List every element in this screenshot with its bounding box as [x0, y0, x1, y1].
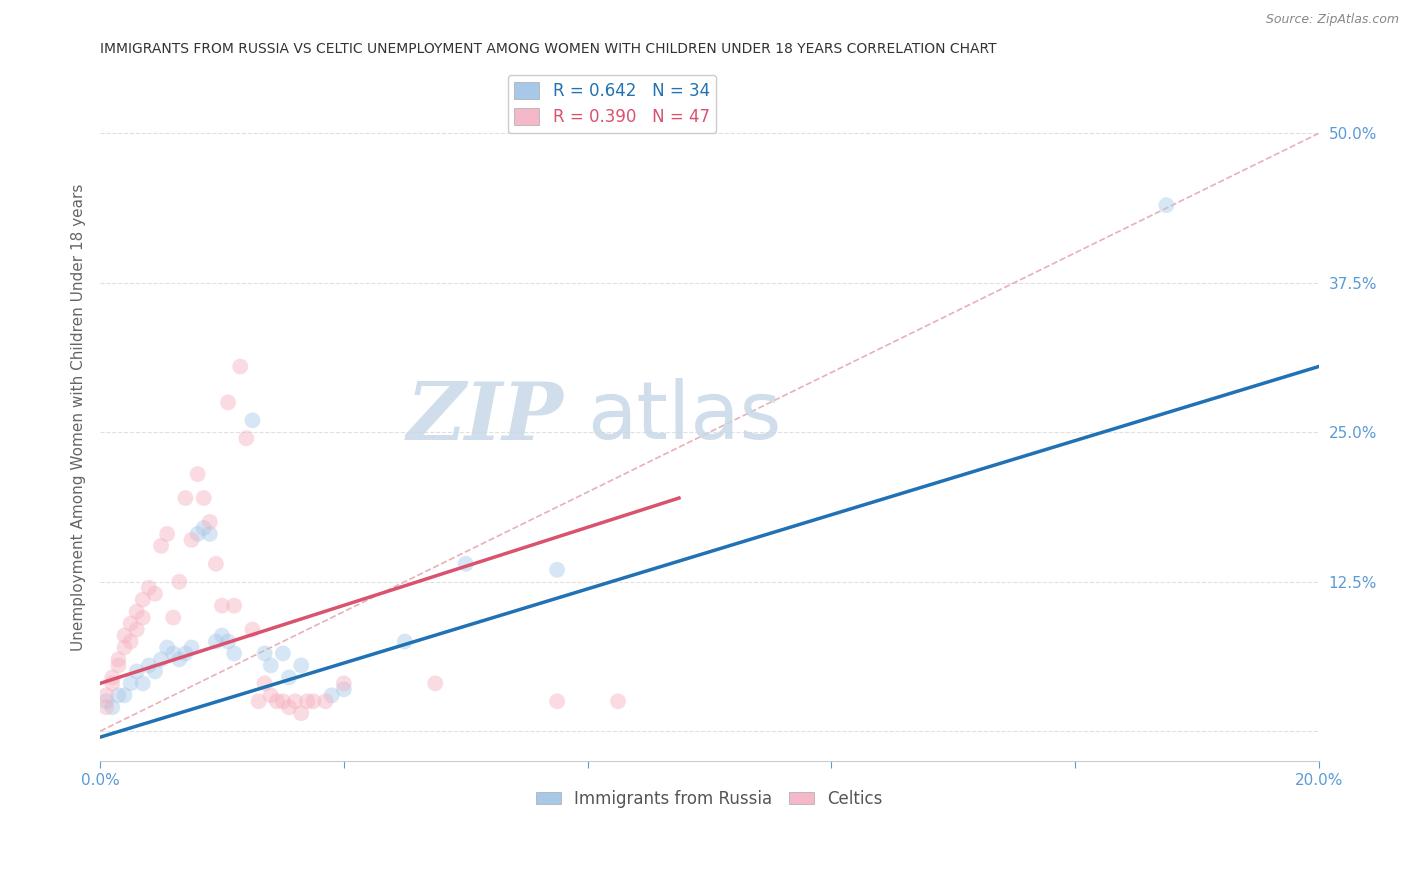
Point [132, 592, 155, 607]
Point [247, 694, 270, 708]
Point [114, 628, 136, 642]
Point [132, 676, 155, 690]
Point [229, 359, 252, 374]
Point [120, 634, 142, 648]
Point [193, 521, 215, 535]
Point [143, 665, 166, 679]
Point [132, 610, 155, 624]
Point [290, 658, 312, 673]
Point [180, 640, 202, 655]
Point [120, 676, 142, 690]
Point [315, 694, 337, 708]
Point [96, 689, 118, 703]
Legend: Immigrants from Russia, Celtics: Immigrants from Russia, Celtics [529, 783, 890, 814]
Point [284, 694, 307, 708]
Point [217, 634, 239, 648]
Point [193, 491, 215, 505]
Point [198, 527, 221, 541]
Point [290, 706, 312, 721]
Point [546, 694, 568, 708]
Point [271, 694, 294, 708]
Point [297, 694, 319, 708]
Point [224, 647, 246, 661]
Point [394, 634, 416, 648]
Point [96, 694, 118, 708]
Text: IMMIGRANTS FROM RUSSIA VS CELTIC UNEMPLOYMENT AMONG WOMEN WITH CHILDREN UNDER 18: IMMIGRANTS FROM RUSSIA VS CELTIC UNEMPLO… [100, 42, 997, 56]
Point [187, 527, 209, 541]
Point [211, 628, 233, 642]
Point [107, 652, 129, 666]
Point [242, 623, 264, 637]
Point [107, 658, 129, 673]
Text: ZIP: ZIP [406, 378, 564, 456]
Point [253, 647, 276, 661]
Point [101, 676, 124, 690]
Point [321, 689, 343, 703]
Point [169, 574, 191, 589]
Point [271, 647, 294, 661]
Point [156, 527, 179, 541]
Point [125, 605, 148, 619]
Point [260, 689, 283, 703]
Point [278, 700, 301, 714]
Point [120, 616, 142, 631]
Point [235, 431, 257, 445]
Point [198, 515, 221, 529]
Point [260, 658, 283, 673]
Point [205, 634, 228, 648]
Point [162, 647, 184, 661]
Point [1156, 198, 1178, 212]
Point [150, 652, 173, 666]
Point [162, 610, 184, 624]
Point [205, 557, 228, 571]
Point [96, 700, 118, 714]
Point [333, 676, 356, 690]
Point [169, 652, 191, 666]
Point [114, 689, 136, 703]
Point [156, 640, 179, 655]
Point [425, 676, 447, 690]
Point [187, 467, 209, 482]
Point [150, 539, 173, 553]
Point [333, 682, 356, 697]
Point [454, 557, 477, 571]
Point [138, 581, 160, 595]
Point [266, 694, 288, 708]
Point [278, 670, 301, 684]
Point [217, 395, 239, 409]
Point [138, 658, 160, 673]
Point [174, 647, 197, 661]
Point [114, 640, 136, 655]
Point [101, 700, 124, 714]
Point [180, 533, 202, 547]
Text: Source: ZipAtlas.com: Source: ZipAtlas.com [1265, 13, 1399, 27]
Point [546, 563, 568, 577]
Point [253, 676, 276, 690]
Point [101, 670, 124, 684]
Point [107, 689, 129, 703]
Point [242, 413, 264, 427]
Point [302, 694, 325, 708]
Point [125, 623, 148, 637]
Point [211, 599, 233, 613]
Point [224, 599, 246, 613]
Point [607, 694, 630, 708]
Point [174, 491, 197, 505]
Point [143, 587, 166, 601]
Point [125, 665, 148, 679]
Y-axis label: Unemployment Among Women with Children Under 18 years: Unemployment Among Women with Children U… [72, 184, 86, 651]
Text: atlas: atlas [588, 378, 782, 457]
